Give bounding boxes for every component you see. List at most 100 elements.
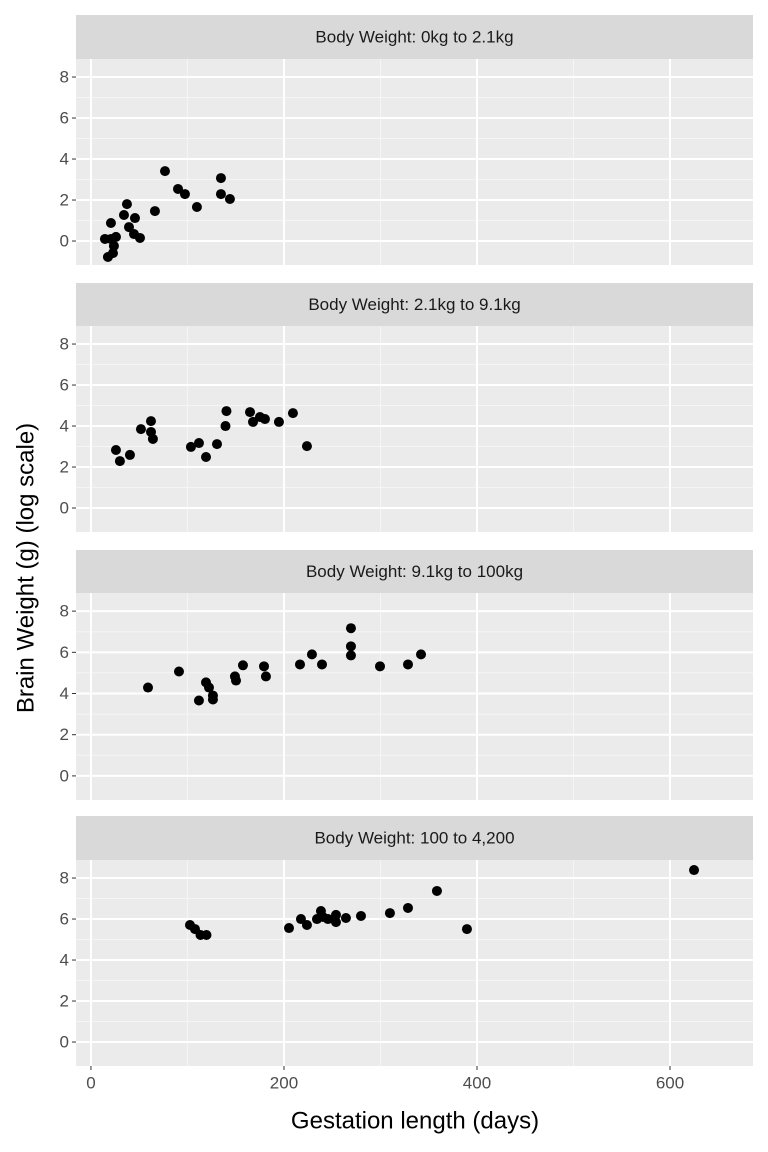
point xyxy=(306,649,317,660)
point xyxy=(134,232,145,243)
point xyxy=(258,661,269,672)
x-tick-label: 200 xyxy=(270,1073,298,1092)
point xyxy=(193,695,204,706)
point xyxy=(173,666,184,677)
strip-label: Body Weight: 2.1kg to 9.1kg xyxy=(308,295,520,314)
y-tick-label: 8 xyxy=(60,335,69,354)
y-tick-label: 2 xyxy=(60,458,69,477)
point xyxy=(287,408,298,419)
y-tick-label: 0 xyxy=(60,499,69,518)
y-tick-label: 6 xyxy=(60,910,69,929)
point xyxy=(316,659,327,670)
point xyxy=(121,199,132,210)
point xyxy=(135,424,146,435)
strip-label: Body Weight: 0kg to 2.1kg xyxy=(315,27,513,46)
strip-background xyxy=(76,816,753,860)
point xyxy=(123,222,134,233)
y-tick-label: 8 xyxy=(60,869,69,888)
point xyxy=(159,166,170,177)
point xyxy=(207,694,218,705)
y-tick-label: 2 xyxy=(60,191,69,210)
point xyxy=(345,641,356,652)
strip-background xyxy=(76,283,753,326)
point xyxy=(224,193,235,204)
point xyxy=(200,451,211,462)
point xyxy=(273,416,284,427)
point xyxy=(149,206,160,217)
point xyxy=(402,659,413,670)
x-tick-label: 600 xyxy=(656,1073,684,1092)
point xyxy=(211,439,222,450)
point xyxy=(173,183,184,194)
point xyxy=(301,441,312,452)
point xyxy=(129,213,140,224)
x-tick-label: 0 xyxy=(86,1073,95,1092)
y-tick-label: 8 xyxy=(60,602,69,621)
panel-background xyxy=(76,860,753,1066)
strip-background xyxy=(76,15,753,59)
point xyxy=(301,919,312,930)
point xyxy=(231,675,242,686)
y-axis-title: Brain Weight (g) (log scale) xyxy=(12,423,39,713)
point xyxy=(402,902,413,913)
y-tick-label: 4 xyxy=(60,951,69,970)
point xyxy=(179,189,190,200)
point xyxy=(294,659,305,670)
point xyxy=(193,438,204,449)
point xyxy=(124,449,135,460)
point xyxy=(330,917,341,928)
point xyxy=(259,414,270,425)
point xyxy=(431,885,442,896)
point xyxy=(145,416,156,427)
panel-background xyxy=(76,59,753,265)
panel-background xyxy=(76,326,753,532)
point xyxy=(215,189,226,200)
point xyxy=(221,406,232,417)
y-tick-label: 2 xyxy=(60,725,69,744)
point xyxy=(237,660,248,671)
point xyxy=(191,201,202,212)
point xyxy=(110,445,121,456)
point xyxy=(247,416,258,427)
point xyxy=(322,914,333,925)
y-tick-label: 6 xyxy=(60,643,69,662)
point xyxy=(355,910,366,921)
y-tick-label: 2 xyxy=(60,992,69,1011)
point xyxy=(330,909,341,920)
point xyxy=(201,930,212,941)
point xyxy=(416,649,427,660)
point xyxy=(110,231,121,242)
y-tick-label: 4 xyxy=(60,417,69,436)
strip-label: Body Weight: 9.1kg to 100kg xyxy=(306,562,523,581)
point xyxy=(215,173,226,184)
point xyxy=(203,682,214,693)
y-tick-label: 8 xyxy=(60,68,69,87)
y-tick-label: 6 xyxy=(60,109,69,128)
strip-label: Body Weight: 100 to 4,200 xyxy=(314,828,514,847)
point xyxy=(260,671,271,682)
point xyxy=(283,923,294,934)
point xyxy=(374,661,385,672)
point xyxy=(118,209,129,220)
point xyxy=(345,650,356,661)
point xyxy=(142,682,153,693)
point xyxy=(689,865,700,876)
point xyxy=(185,441,196,452)
point xyxy=(384,908,395,919)
y-tick-label: 0 xyxy=(60,232,69,251)
point xyxy=(99,233,110,244)
y-tick-label: 0 xyxy=(60,766,69,785)
y-tick-label: 4 xyxy=(60,150,69,169)
point xyxy=(461,924,472,935)
x-tick-label: 400 xyxy=(463,1073,491,1092)
strip-background xyxy=(76,550,753,593)
point xyxy=(147,433,158,444)
point xyxy=(105,217,116,228)
point xyxy=(114,456,125,467)
point xyxy=(220,421,231,432)
panel-background xyxy=(76,593,753,800)
point xyxy=(345,623,356,634)
x-axis-title: Gestation length (days) xyxy=(291,1107,539,1134)
point xyxy=(340,913,351,924)
